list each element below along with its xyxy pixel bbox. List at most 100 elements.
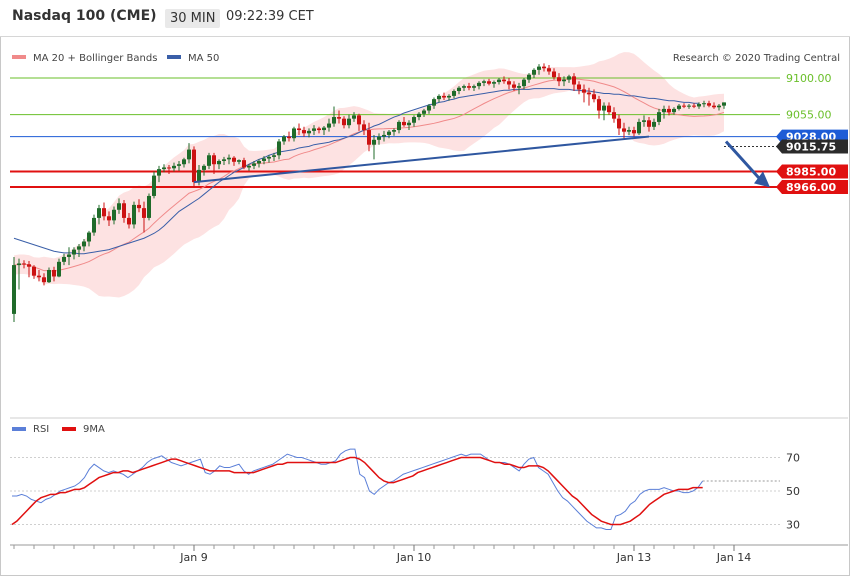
candle-body [297, 128, 301, 131]
candle-body [452, 91, 456, 96]
candle-body [512, 84, 516, 88]
legend-9ma-swatch [62, 427, 76, 431]
candle-body [667, 108, 671, 113]
candle-body [442, 95, 446, 98]
candle-body [167, 167, 171, 169]
candle-body [587, 92, 591, 95]
candle-body [637, 121, 641, 134]
candle-body [402, 121, 406, 126]
candle-body [342, 118, 346, 126]
candle-body [302, 130, 306, 134]
candle-body [367, 130, 371, 145]
candle-body [577, 84, 581, 90]
legend-bb-swatch [12, 55, 26, 59]
candle-body [707, 103, 711, 106]
candle-body [692, 105, 696, 107]
candle-body [582, 89, 586, 93]
candle-body [247, 165, 251, 168]
candle-body [62, 256, 66, 262]
candle-body [137, 204, 141, 209]
candle-body [202, 165, 206, 170]
candle-body [127, 217, 131, 225]
candle-body [112, 209, 116, 221]
candle-body [447, 95, 451, 98]
candle-body [267, 156, 271, 159]
candle-body [237, 160, 241, 162]
candle-body [412, 117, 416, 123]
candle-body [142, 208, 146, 218]
candle-body [312, 128, 316, 131]
level-label-last: 9015.75 [786, 141, 836, 154]
candle-body [92, 217, 96, 233]
legend-rsi-label: RSI [33, 424, 49, 435]
candle-body [462, 86, 466, 88]
candle-body [277, 141, 281, 156]
candle-body [702, 103, 706, 105]
candle-body [72, 249, 76, 255]
candle-body [187, 149, 191, 160]
candle-body [52, 269, 56, 277]
candle-body [107, 216, 111, 221]
candle-body [717, 105, 721, 108]
candle-body [227, 157, 231, 160]
candle-body [682, 105, 686, 107]
candle-body [507, 81, 511, 85]
projection-arrow-head [754, 171, 770, 188]
candle-body [482, 81, 486, 83]
candle-body [397, 121, 401, 131]
candle-body [347, 118, 351, 126]
candle-body [172, 165, 176, 169]
candle-body [557, 77, 561, 82]
candle-body [262, 158, 266, 161]
candle-body [427, 105, 431, 111]
candle-body [147, 195, 151, 218]
candle-body [622, 128, 626, 132]
candle-body [497, 79, 501, 83]
candle-body [317, 128, 321, 131]
candle-body [47, 269, 51, 283]
x-tick-label: Jan 13 [616, 551, 651, 564]
candle-body [357, 115, 361, 125]
bollinger-band-area [14, 52, 724, 298]
candle-body [487, 81, 491, 84]
candle-body [212, 155, 216, 165]
candle-body [502, 79, 506, 82]
candle-body [272, 155, 276, 157]
candle-body [542, 66, 546, 69]
candle-body [192, 149, 196, 183]
candle-body [222, 159, 226, 161]
candle-body [232, 157, 236, 162]
candle-body [292, 128, 296, 139]
candle-body [562, 79, 566, 82]
level-label-support: 8966.00 [786, 181, 836, 194]
candle-body [597, 99, 601, 111]
candle-body [42, 277, 46, 283]
candle-body [332, 117, 336, 124]
legend-rsi-swatch [12, 427, 26, 431]
candle-body [377, 136, 381, 140]
rsi-line [12, 448, 704, 531]
bollinger-band [14, 52, 724, 298]
timeframe-badge[interactable]: 30 MIN [165, 9, 221, 28]
candle-body [492, 82, 496, 84]
candle-body [257, 160, 261, 164]
legend-bb-label: MA 20 + Bollinger Bands [33, 53, 157, 64]
legend-9ma-label: 9MA [83, 424, 105, 435]
annotations [193, 135, 770, 188]
candle-body [592, 94, 596, 100]
candle-body [12, 265, 16, 314]
candle-body [387, 131, 391, 135]
candle-body [662, 108, 666, 113]
rsi-panel: 30 50 70 [10, 448, 800, 532]
candle-body [217, 160, 221, 165]
level-label-target: 9100.00 [786, 72, 832, 85]
candle-body [182, 159, 186, 165]
level-tag-support [776, 180, 848, 194]
candle-body [547, 68, 551, 72]
candle-body [27, 264, 31, 267]
candle-body [67, 254, 71, 257]
candles [12, 63, 726, 323]
candle-body [617, 118, 621, 129]
candle-body [352, 115, 356, 119]
